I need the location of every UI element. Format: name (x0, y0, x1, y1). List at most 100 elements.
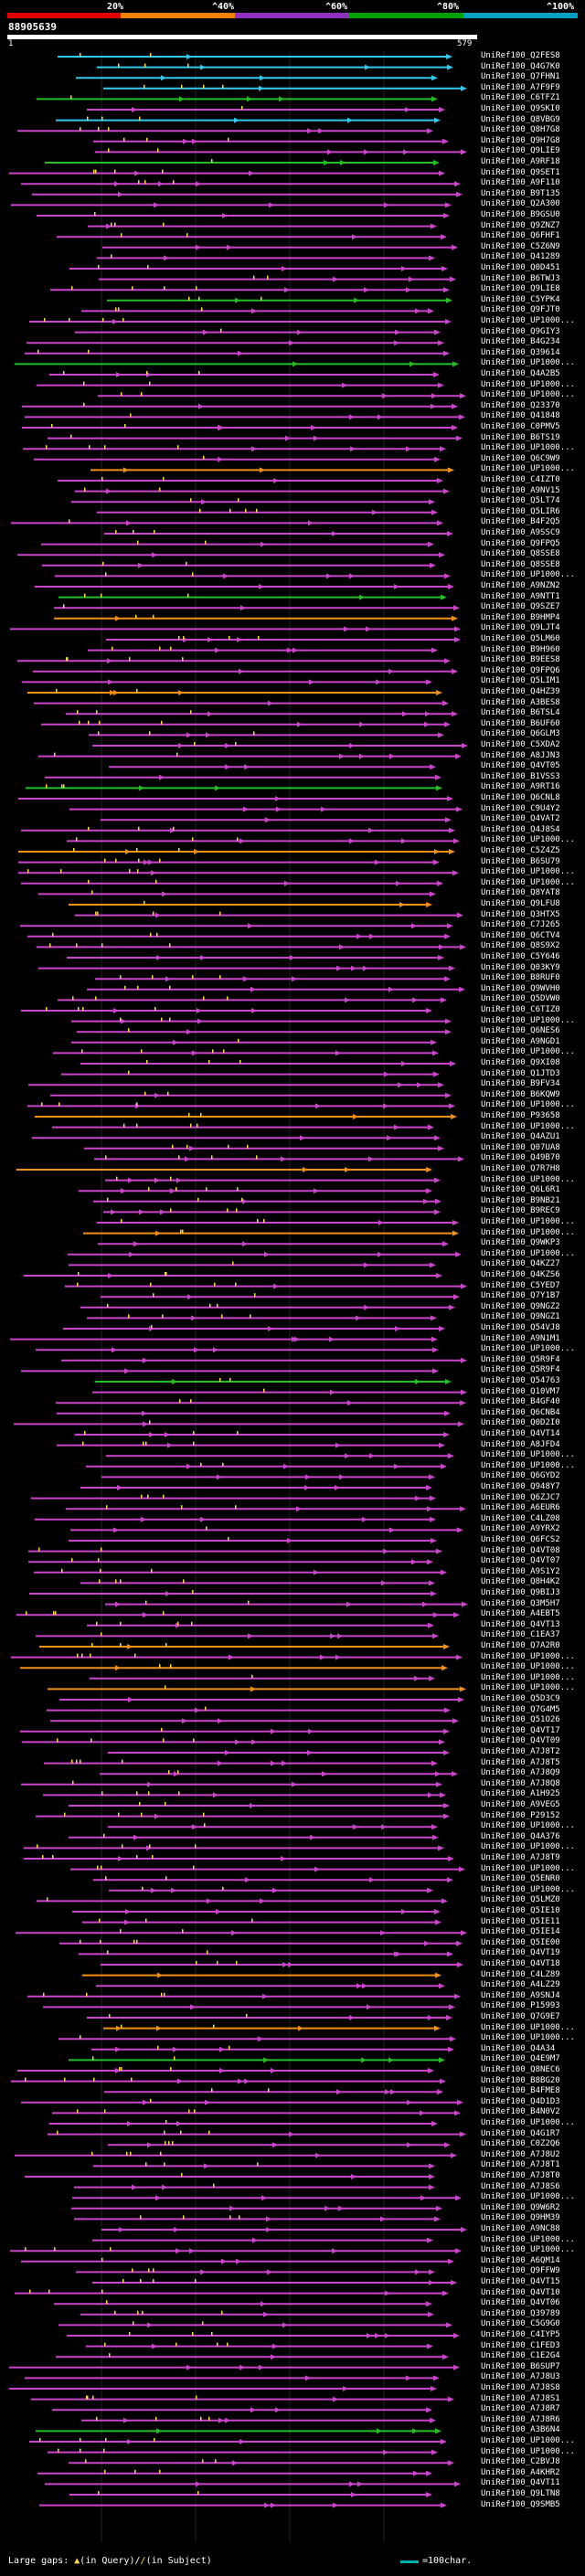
hit-row[interactable] (32, 191, 463, 197)
hit-label[interactable]: UniRef100_Q03KY9 (481, 962, 560, 972)
hit-label[interactable]: UniRef100_UP1000... (481, 1821, 575, 1831)
hit-row[interactable] (82, 1972, 441, 1978)
hit-row[interactable] (54, 614, 458, 621)
hit-row[interactable] (11, 2077, 446, 2084)
hit-label[interactable]: UniRef100_Q6GYD2 (481, 1471, 560, 1481)
hit-label[interactable]: UniRef100_Q9SET1 (481, 167, 560, 177)
hit-label[interactable]: UniRef100_Q4VAT2 (481, 814, 560, 824)
hit-row[interactable] (95, 148, 467, 155)
hit-row[interactable] (45, 159, 440, 165)
hit-label[interactable]: UniRef100_A7J8U2 (481, 2149, 560, 2159)
hit-row[interactable] (21, 180, 461, 187)
hit-row[interactable] (95, 1378, 452, 1384)
hit-label[interactable]: UniRef100_Q41289 (481, 252, 560, 262)
hit-label[interactable]: UniRef100_Q5ENR0 (481, 1874, 560, 1884)
hit-row[interactable] (84, 1144, 444, 1151)
hit-row[interactable] (21, 2098, 463, 2105)
hit-row[interactable] (69, 1537, 437, 1543)
hit-row[interactable] (104, 2088, 443, 2095)
hit-row[interactable] (49, 371, 440, 377)
hit-row[interactable] (81, 2416, 436, 2423)
hit-label[interactable]: UniRef100_B9H960 (481, 644, 560, 654)
hit-label[interactable]: UniRef100_Q8NEC6 (481, 2065, 560, 2074)
hit-row[interactable] (83, 1229, 459, 1236)
hit-label[interactable]: UniRef100_B6TWJ3 (481, 273, 560, 283)
hit-label[interactable]: UniRef100_Q7FHN1 (481, 72, 560, 82)
hit-row[interactable] (11, 519, 443, 526)
hit-label[interactable]: UniRef100_Q5IE10 (481, 1906, 560, 1915)
hit-row[interactable] (29, 2438, 447, 2444)
hit-label[interactable]: UniRef100_Q5IE14 (481, 1927, 560, 1937)
hit-label[interactable]: UniRef100_UP1000... (481, 1672, 575, 1682)
hit-row[interactable] (39, 2502, 447, 2508)
hit-label[interactable]: UniRef100_A8JFD4 (481, 1439, 560, 1449)
hit-row[interactable] (36, 2428, 441, 2434)
hit-label[interactable]: UniRef100_Q7A2R0 (481, 1641, 560, 1650)
hit-label[interactable]: UniRef100_Q4G1R7 (481, 2128, 560, 2138)
hit-label[interactable]: UniRef100_C5Y646 (481, 952, 560, 961)
hit-row[interactable] (69, 901, 432, 907)
hit-label[interactable]: UniRef100_B4G234 (481, 337, 560, 347)
hit-row[interactable] (58, 2321, 452, 2328)
hit-row[interactable] (58, 477, 443, 483)
hit-row[interactable] (48, 2130, 466, 2137)
hit-row[interactable] (31, 1494, 436, 1501)
hit-row[interactable] (97, 1219, 459, 1225)
hit-label[interactable]: UniRef100_UP1000... (481, 1174, 575, 1184)
hit-row[interactable] (105, 1176, 441, 1183)
hit-label[interactable]: UniRef100_UP1000... (481, 1884, 575, 1894)
hit-label[interactable]: UniRef100_Q39789 (481, 2308, 560, 2318)
hit-label[interactable]: UniRef100_C4IYP5 (481, 2330, 560, 2339)
hit-row[interactable] (9, 2386, 437, 2391)
hit-row[interactable] (100, 1770, 458, 1777)
hit-label[interactable]: UniRef100_Q5DVW0 (481, 994, 560, 1004)
hit-row[interactable] (70, 1526, 463, 1533)
hit-label[interactable]: UniRef100_UP1000... (481, 1100, 575, 1110)
hit-row[interactable] (37, 2469, 432, 2476)
hit-label[interactable]: UniRef100_Q5LM60 (481, 634, 560, 643)
hit-row[interactable] (97, 63, 453, 70)
hit-label[interactable]: UniRef100_B9EES8 (481, 655, 560, 665)
hit-row[interactable] (87, 985, 465, 992)
hit-row[interactable] (76, 2268, 435, 2275)
hit-label[interactable]: UniRef100_B9REC9 (481, 1206, 560, 1216)
hit-label[interactable]: UniRef100_Q0D451 (481, 263, 560, 272)
hit-label[interactable]: UniRef100_A9NGD1 (481, 1036, 560, 1046)
hit-label[interactable]: UniRef100_B6UF60 (481, 718, 560, 728)
hit-label[interactable]: UniRef100_Q5D3C9 (481, 1694, 560, 1703)
hit-label[interactable]: UniRef100_A8JJN3 (481, 750, 560, 760)
hit-label[interactable]: UniRef100_A9RF18 (481, 157, 560, 166)
hit-label[interactable]: UniRef100_UP1000... (481, 1842, 575, 1852)
hit-label[interactable]: UniRef100_Q9H7G8 (481, 135, 560, 145)
hit-label[interactable]: UniRef100_Q9ZNZ7 (481, 220, 560, 230)
hit-row[interactable] (45, 774, 441, 780)
hit-row[interactable] (71, 1038, 437, 1045)
hit-label[interactable]: UniRef100_Q9LIE8 (481, 284, 560, 294)
hit-label[interactable]: UniRef100_Q54VJ8 (481, 1323, 560, 1332)
hit-label[interactable]: UniRef100_UP1000... (481, 2118, 575, 2127)
hit-label[interactable]: UniRef100_B6KQW9 (481, 1089, 560, 1099)
hit-row[interactable] (103, 2024, 441, 2031)
hit-label[interactable]: UniRef100_Q4J8S4 (481, 824, 560, 834)
hit-label[interactable]: UniRef100_UP1000... (481, 1450, 575, 1460)
hit-label[interactable]: UniRef100_Q9NGZ2 (481, 1301, 560, 1311)
hit-label[interactable]: UniRef100_Q7G4M5 (481, 1704, 560, 1714)
hit-row[interactable] (80, 2310, 434, 2317)
hit-label[interactable]: UniRef100_Q8VBG9 (481, 114, 560, 124)
hit-row[interactable] (76, 75, 438, 81)
hit-row[interactable] (57, 1410, 451, 1416)
hit-row[interactable] (17, 657, 451, 664)
hit-label[interactable]: UniRef100_Q4VT08 (481, 1545, 560, 1555)
hit-label[interactable]: UniRef100_A4KHR2 (481, 2467, 560, 2477)
hit-label[interactable]: UniRef100_B6SUP7 (481, 2361, 560, 2371)
hit-row[interactable] (37, 1897, 448, 1904)
hit-row[interactable] (21, 879, 443, 886)
hit-label[interactable]: UniRef100_Q9XI08 (481, 1058, 560, 1067)
hit-row[interactable] (56, 2353, 449, 2360)
hit-row[interactable] (72, 1909, 441, 1914)
hit-label[interactable]: UniRef100_UP1000... (481, 1015, 575, 1025)
hit-label[interactable]: UniRef100_B9NB21 (481, 1195, 560, 1205)
hit-row[interactable] (16, 1167, 432, 1172)
hit-label[interactable]: UniRef100_Q9SKI0 (481, 104, 560, 113)
hit-label[interactable]: UniRef100_B9GSU0 (481, 210, 560, 219)
